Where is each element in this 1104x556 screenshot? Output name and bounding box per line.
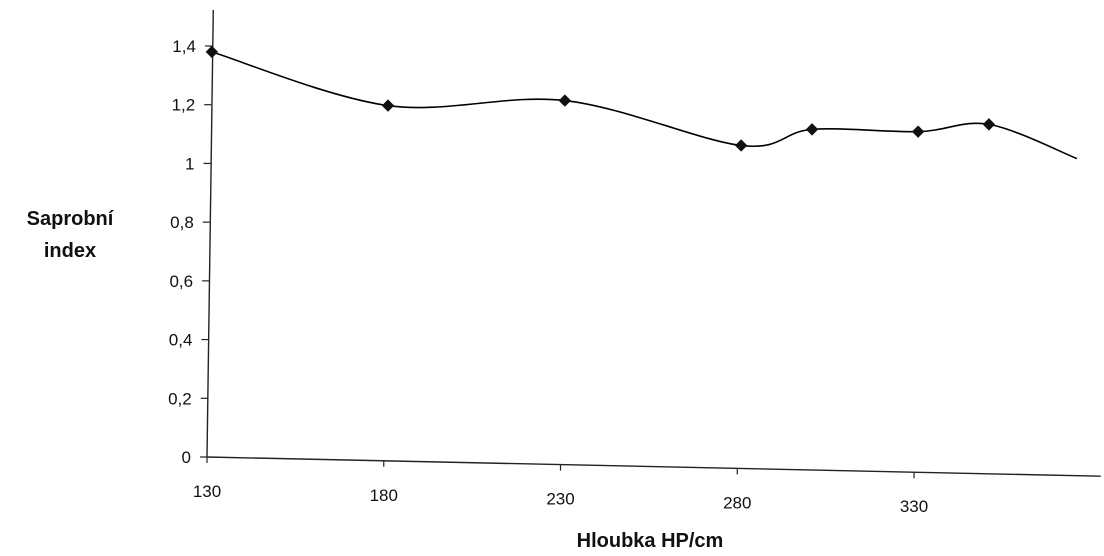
y-tick-label: 1,2	[172, 96, 196, 115]
x-axis-line	[206, 456, 1101, 477]
y-tick-label: 0,8	[170, 213, 194, 232]
y-tick-label: 0	[182, 448, 191, 467]
y-axis-line	[206, 9, 214, 458]
x-tick-label: 230	[546, 490, 574, 509]
y-tick-label: 0,6	[169, 272, 193, 291]
y-tick-label: 0,4	[169, 331, 193, 350]
x-tick-label: 280	[723, 493, 751, 512]
x-tick-label: 180	[370, 486, 398, 505]
y-axis-ticks: 0 0,2 0,4 0,6 0,8 1 1,2 1,4	[168, 37, 212, 467]
y-tick-label: 1,4	[172, 37, 196, 56]
x-tick-label: 130	[193, 482, 221, 501]
x-tick-label: 330	[900, 497, 928, 516]
data-point-marker	[734, 139, 748, 152]
x-axis-ticks: 130 180 230 280 330	[193, 457, 928, 516]
data-point-marker	[982, 118, 996, 131]
data-point-marker	[558, 94, 572, 107]
y-axis-title-line-1: Saprobní	[27, 208, 115, 230]
y-tick-label: 1	[185, 154, 194, 173]
data-point-marker	[911, 125, 925, 138]
data-point-marker	[805, 123, 819, 136]
plot-area	[205, 9, 1101, 477]
x-axis-title: Hloubka HP/cm	[577, 530, 724, 552]
data-point-marker	[205, 45, 219, 59]
data-point-marker	[381, 99, 395, 112]
y-tick-label: 0,2	[168, 389, 192, 408]
series-line	[211, 51, 1078, 160]
y-axis-title-line-2: index	[44, 240, 96, 262]
